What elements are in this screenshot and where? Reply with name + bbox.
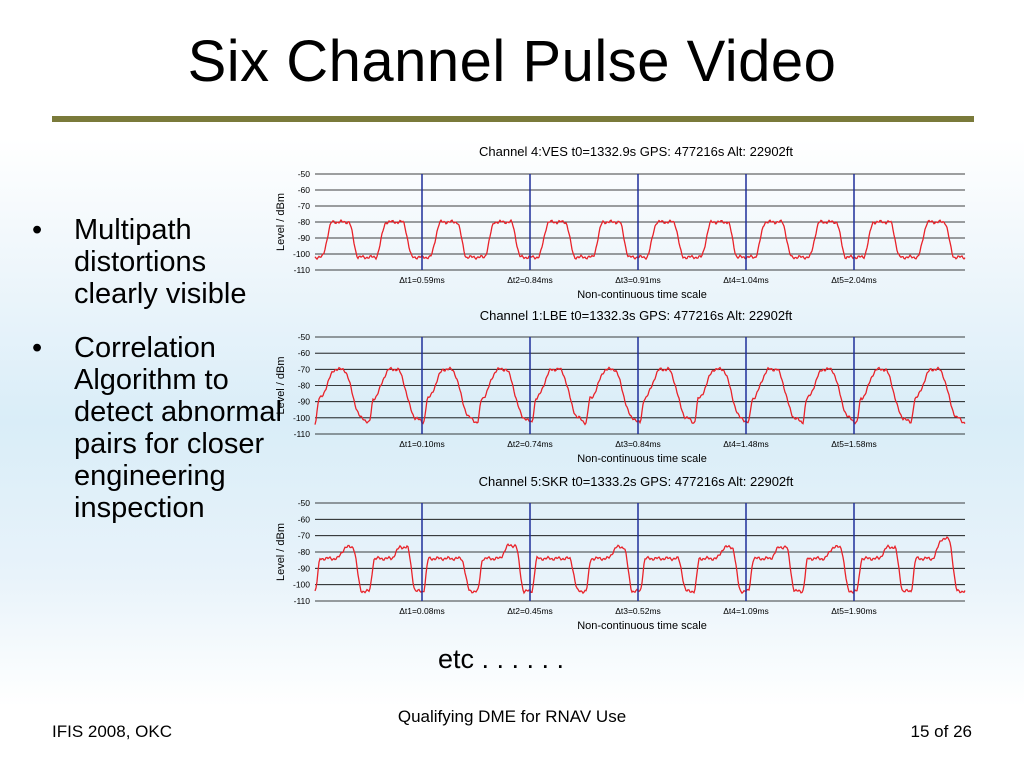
y-tick-label: -80	[298, 381, 311, 391]
y-tick-label: -110	[294, 265, 311, 275]
y-tick-label: -100	[293, 580, 310, 590]
segment-label: Δt1=0.10ms	[399, 439, 445, 449]
y-tick-label: -100	[293, 413, 310, 423]
y-tick-label: -50	[298, 498, 311, 508]
bullet-dot: •	[32, 332, 43, 364]
y-tick-label: -90	[298, 397, 311, 407]
slide-title: Six Channel Pulse Video	[187, 29, 837, 94]
chart-title: Channel 5:SKR t0=1333.2s GPS: 477216s Al…	[479, 474, 794, 489]
y-tick-label: -50	[298, 332, 311, 342]
y-tick-label: -110	[294, 429, 311, 439]
page-number: 15 of 26	[910, 722, 972, 741]
y-tick-label: -80	[298, 547, 311, 557]
y-tick-label: -100	[293, 249, 310, 259]
y-axis-label: Level / dBm	[275, 356, 287, 414]
segment-label: Δt4=1.04ms	[723, 275, 769, 285]
x-axis-label: Non-continuous time scale	[577, 453, 707, 465]
bullet-item: • Multipath distortions clearly visible	[32, 214, 282, 310]
segment-label: Δt2=0.84ms	[507, 275, 553, 285]
y-tick-label: -50	[298, 169, 311, 179]
x-axis-label: Non-continuous time scale	[577, 620, 707, 632]
chart-title: Channel 4:VES t0=1332.9s GPS: 477216s Al…	[479, 144, 793, 159]
segment-label: Δt5=2.04ms	[831, 275, 877, 285]
y-tick-label: -110	[294, 596, 311, 606]
segment-label: Δt3=0.84ms	[615, 439, 661, 449]
x-axis-label: Non-continuous time scale	[577, 289, 707, 301]
segment-label: Δt1=0.08ms	[399, 606, 445, 616]
y-tick-label: -70	[298, 364, 311, 374]
y-tick-label: -70	[298, 201, 311, 211]
bullet-dot: •	[32, 214, 43, 246]
y-tick-label: -80	[298, 217, 311, 227]
chart-title: Channel 1:LBE t0=1332.3s GPS: 477216s Al…	[480, 308, 793, 323]
y-axis-label: Level / dBm	[275, 523, 287, 581]
segment-label: Δt5=1.90ms	[831, 606, 877, 616]
title-rule	[52, 116, 974, 122]
segment-label: Δt2=0.45ms	[507, 606, 553, 616]
segment-label: Δt3=0.52ms	[615, 606, 661, 616]
pulse-trace	[314, 218, 966, 261]
bullet-text: Multipath distortions clearly visible	[74, 214, 247, 310]
segment-label: Δt1=0.59ms	[399, 275, 445, 285]
y-tick-label: -60	[298, 348, 311, 358]
segment-label: Δt2=0.74ms	[507, 439, 553, 449]
pulse-trace	[314, 366, 966, 426]
y-axis-label: Level / dBm	[275, 193, 287, 251]
y-tick-label: -90	[298, 233, 311, 243]
bullet-text: Correlation Algorithm to detect abnormal…	[74, 332, 282, 524]
segment-label: Δt3=0.91ms	[615, 275, 661, 285]
y-tick-label: -70	[298, 531, 311, 541]
y-tick-label: -60	[298, 185, 311, 195]
segment-label: Δt4=1.09ms	[723, 606, 769, 616]
segment-label: Δt5=1.58ms	[831, 439, 877, 449]
segment-label: Δt4=1.48ms	[723, 439, 769, 449]
etc-label: etc . . . . . .	[438, 644, 565, 674]
bullet-item: • Correlation Algorithm to detect abnorm…	[32, 332, 282, 524]
footer-title: Qualifying DME for RNAV Use	[397, 707, 627, 726]
bullet-list: • Multipath distortions clearly visible …	[32, 214, 282, 546]
footer-event: IFIS 2008, OKC	[52, 722, 172, 741]
y-tick-label: -60	[298, 514, 311, 524]
y-tick-label: -90	[298, 563, 311, 573]
pulse-trace	[314, 536, 966, 595]
